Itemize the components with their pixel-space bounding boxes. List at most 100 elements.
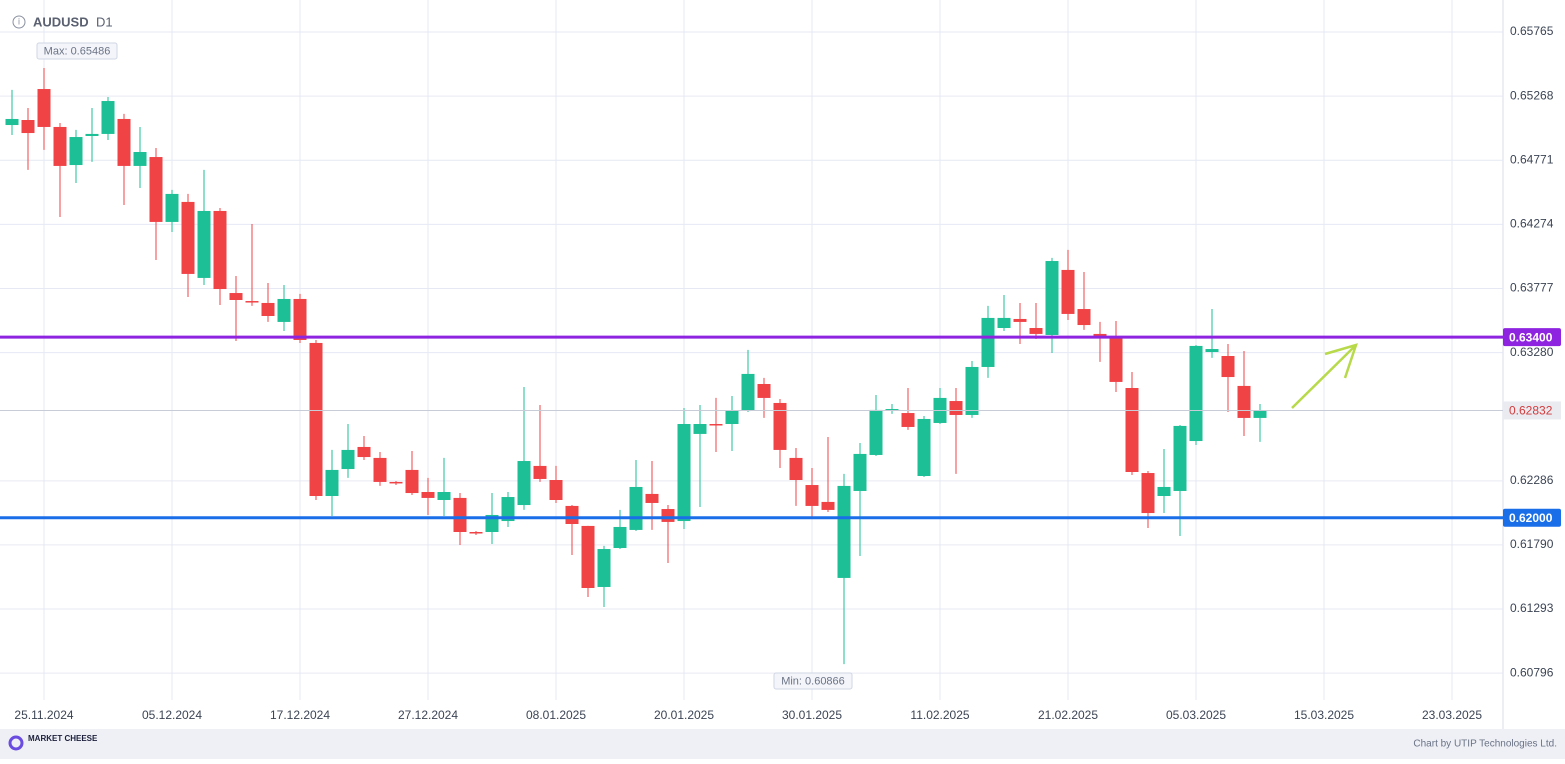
credit: Chart by UTIP Technologies Ltd. [1413,739,1557,750]
candle-body [1205,349,1219,352]
symbol: AUDUSD [33,14,89,29]
candle-body [1125,388,1139,472]
candle-body [517,461,531,506]
candle-body [149,157,163,222]
candle-body [229,293,243,300]
candle-body [133,152,147,166]
x-tick-label: 27.12.2024 [398,708,458,722]
x-tick-label: 15.03.2025 [1294,708,1354,722]
candle-body [213,210,227,290]
max-label-box [36,42,118,60]
candle-body [1173,425,1187,491]
logo-text: MARKET CHEESE [28,734,98,743]
candle-body [1141,473,1155,514]
footer-bar [0,729,1565,759]
candle-body [757,384,771,398]
candle-body [741,373,755,411]
x-tick-label: 30.01.2025 [782,708,842,722]
candle-body [165,193,179,222]
candle-body [1109,337,1123,382]
candle-body [709,424,723,426]
y-tick-label: 0.63280 [1510,345,1554,359]
candle-body [549,480,563,500]
candle-body [1221,356,1235,378]
candle-body [389,481,403,484]
y-tick-label: 0.61790 [1510,537,1554,551]
x-tick-label: 05.12.2024 [142,708,202,722]
x-tick-label: 20.01.2025 [654,708,714,722]
info-icon[interactable] [12,15,26,29]
candle-body [261,302,275,316]
overlays: 0.62832 0.63400 0.62000 [0,328,1561,527]
grid: 0.60796 0.61293 0.61790 0.62286 0.63280 0.637… [0,0,1554,722]
candle-body [1189,345,1203,442]
x-tick-label: 05.03.2025 [1166,708,1226,722]
candles [5,68,1267,665]
candle-body [613,526,627,548]
candle-body [1157,486,1171,496]
timeframe: D1 [96,14,113,29]
candle-body [277,298,291,322]
candle-body [437,492,451,500]
max-label: Max: 0.65486 [44,45,111,57]
candle-body [309,342,323,496]
candle-body [773,402,787,450]
y-tick-label: 0.63777 [1510,281,1554,295]
candle-body [53,126,67,166]
candle-body [1045,261,1059,335]
y-tick-label: 0.61293 [1510,601,1554,615]
candle-body [501,497,515,522]
y-tick-label: 0.65765 [1510,24,1554,38]
last-price-box [1503,401,1561,420]
candle-body [1013,318,1027,322]
y-tick-label: 0.65268 [1510,88,1554,102]
candle-body [533,465,547,479]
candle-body [677,424,691,522]
candle-body [181,201,195,274]
x-tick-label: 23.03.2025 [1422,708,1482,722]
candle-body [293,298,307,340]
candle-body [69,137,83,166]
candle-body [37,89,51,127]
candle-body [117,118,131,166]
candle-body [405,469,419,494]
y-tick-label: 0.64771 [1510,152,1554,166]
candle-body [597,549,611,587]
candle-body [917,418,931,476]
x-tick-label: 17.12.2024 [270,708,330,722]
candle-body [21,120,35,134]
candle-body [197,210,211,278]
level-label: 0.62000 [1509,511,1553,525]
candle-body [357,446,371,458]
level-label: 0.63400 [1509,330,1553,344]
candle-body [1237,385,1251,418]
candle-body [965,366,979,415]
candle-body [1077,309,1091,326]
candle-body [821,501,835,510]
candle-body [341,449,355,470]
candle-body [725,410,739,424]
info-icon-glyph: i [18,16,20,26]
arrow [1291,343,1358,409]
logo: MARKET CHEESE [8,734,98,751]
candle-body [901,413,915,427]
candle-body [949,401,963,415]
candle-body [837,485,851,578]
candle-body [805,485,819,506]
candle-body [373,457,387,482]
candle-body [421,492,435,498]
candle-body [245,301,259,303]
level-box [1503,508,1561,527]
candle-body [581,525,595,588]
candle-body [1029,328,1043,334]
x-tick-label: 08.01.2025 [526,708,586,722]
level-box [1503,328,1561,347]
candle-body [565,505,579,524]
candle-body [693,424,707,434]
candle-body [789,457,803,480]
candle-body [1253,410,1267,418]
candle-body [1061,269,1075,314]
y-tick-label: 0.62286 [1510,473,1554,487]
candle-body [1093,333,1107,336]
